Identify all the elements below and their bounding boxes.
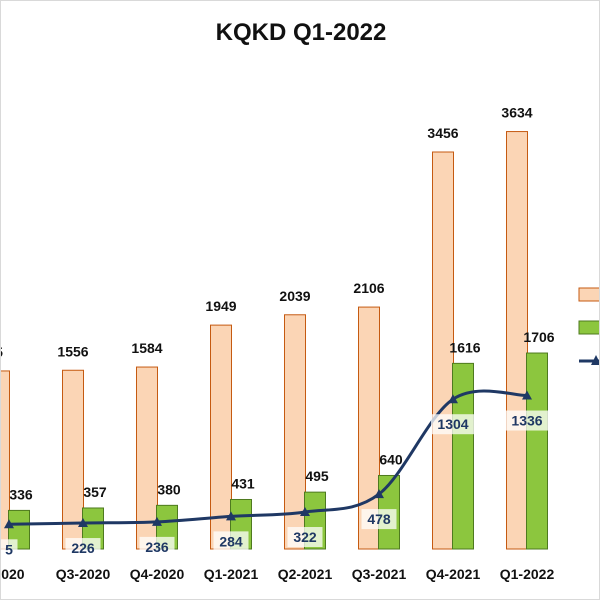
line-point-series3-Q3-2021 [374,489,384,499]
bar-label-series1-Q4-2020: 1584 [131,340,162,356]
bar-label-series2-Q1-2022: 1706 [523,329,554,345]
chart-title: KQKD Q1-2022 [215,19,387,46]
legend-swatch-series1 [578,287,599,302]
bar-label-series2-Q2-2021: 495 [305,468,329,484]
bar-series1-Q2-2020 [1,370,10,550]
x-tick-label-Q4-2020: Q4-2020 [130,566,185,582]
x-tick-label-Q3-2021: Q3-2021 [352,566,407,582]
x-tick-label-Q1-2021: Q1-2021 [204,566,259,582]
bar-series2-Q1-2022 [526,352,548,550]
bar-label-series2-Q3-2021: 640 [379,451,403,467]
line-label-bg-series3-Q1-2021 [213,531,249,552]
line-label-series3-Q4-2021: 1304 [437,416,468,432]
line-label-bg-series3-Q2-2021 [287,527,323,548]
bar-label-series1-Q1-2021: 1949 [205,298,236,314]
line-label-bg-series3-Q2-2020 [1,539,18,560]
x-tick-label-Q4-2021: Q4-2021 [426,566,481,582]
line-point-series3-Q2-2020 [4,519,14,529]
line-label-series3-Q2-2021: 322 [293,529,317,545]
line-point-series3-Q4-2021 [448,394,458,404]
line-point-series3-Q1-2021 [226,511,236,521]
bar-series1-Q4-2021 [432,151,454,550]
line-label-bg-series3-Q3-2020 [65,538,101,559]
line-point-series3-Q2-2021 [300,507,310,517]
legend-swatch-series2 [578,320,599,335]
bar-label-series1-Q1-2022: 3634 [501,105,532,121]
bar-label-series1-Q3-2020: 1556 [57,343,88,359]
bar-label-series2-Q4-2021: 1616 [449,339,480,355]
x-tick-label-Q2-2020: 2020 [1,566,25,582]
line-label-series3-Q1-2022: 1336 [511,413,542,429]
bar-series2-Q4-2021 [452,362,474,550]
bar-label-series2-Q1-2021: 431 [231,475,255,491]
bar-label-series2-Q2-2020: 336 [9,486,33,502]
line-label-bg-series3-Q4-2020 [139,536,175,557]
line-label-bg-series3-Q1-2022 [505,410,549,431]
line-label-bg-series3-Q3-2021 [361,509,397,530]
line-label-series3-Q3-2020: 226 [71,540,95,556]
line-point-series3-Q1-2022 [522,390,532,400]
x-tick-label-Q1-2022: Q1-2022 [500,566,555,582]
bar-label-series1-Q2-2021: 2039 [279,288,310,304]
line-point-series3-Q4-2020 [152,516,162,526]
legend-marker-series3 [591,355,599,365]
line-label-series3-Q4-2020: 236 [145,539,169,555]
x-tick-label-Q2-2021: Q2-2021 [278,566,333,582]
line-label-series3-Q2-2020: 5 [5,541,13,557]
bar-label-series1-Q3-2021: 2106 [353,280,384,296]
line-label-bg-series3-Q4-2021 [431,414,475,435]
line-label-series3-Q3-2021: 478 [367,511,391,527]
bar-series1-Q3-2021 [358,306,380,550]
bar-series1-Q1-2022 [506,131,528,550]
bar-label-series2-Q3-2020: 357 [83,484,107,500]
line-label-series3-Q1-2021: 284 [219,533,243,549]
bar-label-series2-Q4-2020: 380 [157,481,181,497]
bar-label-series1-Q2-2020: 5 [1,344,3,360]
x-tick-label-Q3-2020: Q3-2020 [56,566,111,582]
bar-label-series1-Q4-2021: 3456 [427,125,458,141]
bar-series1-Q2-2021 [284,314,306,550]
line-point-series3-Q3-2020 [78,518,88,528]
